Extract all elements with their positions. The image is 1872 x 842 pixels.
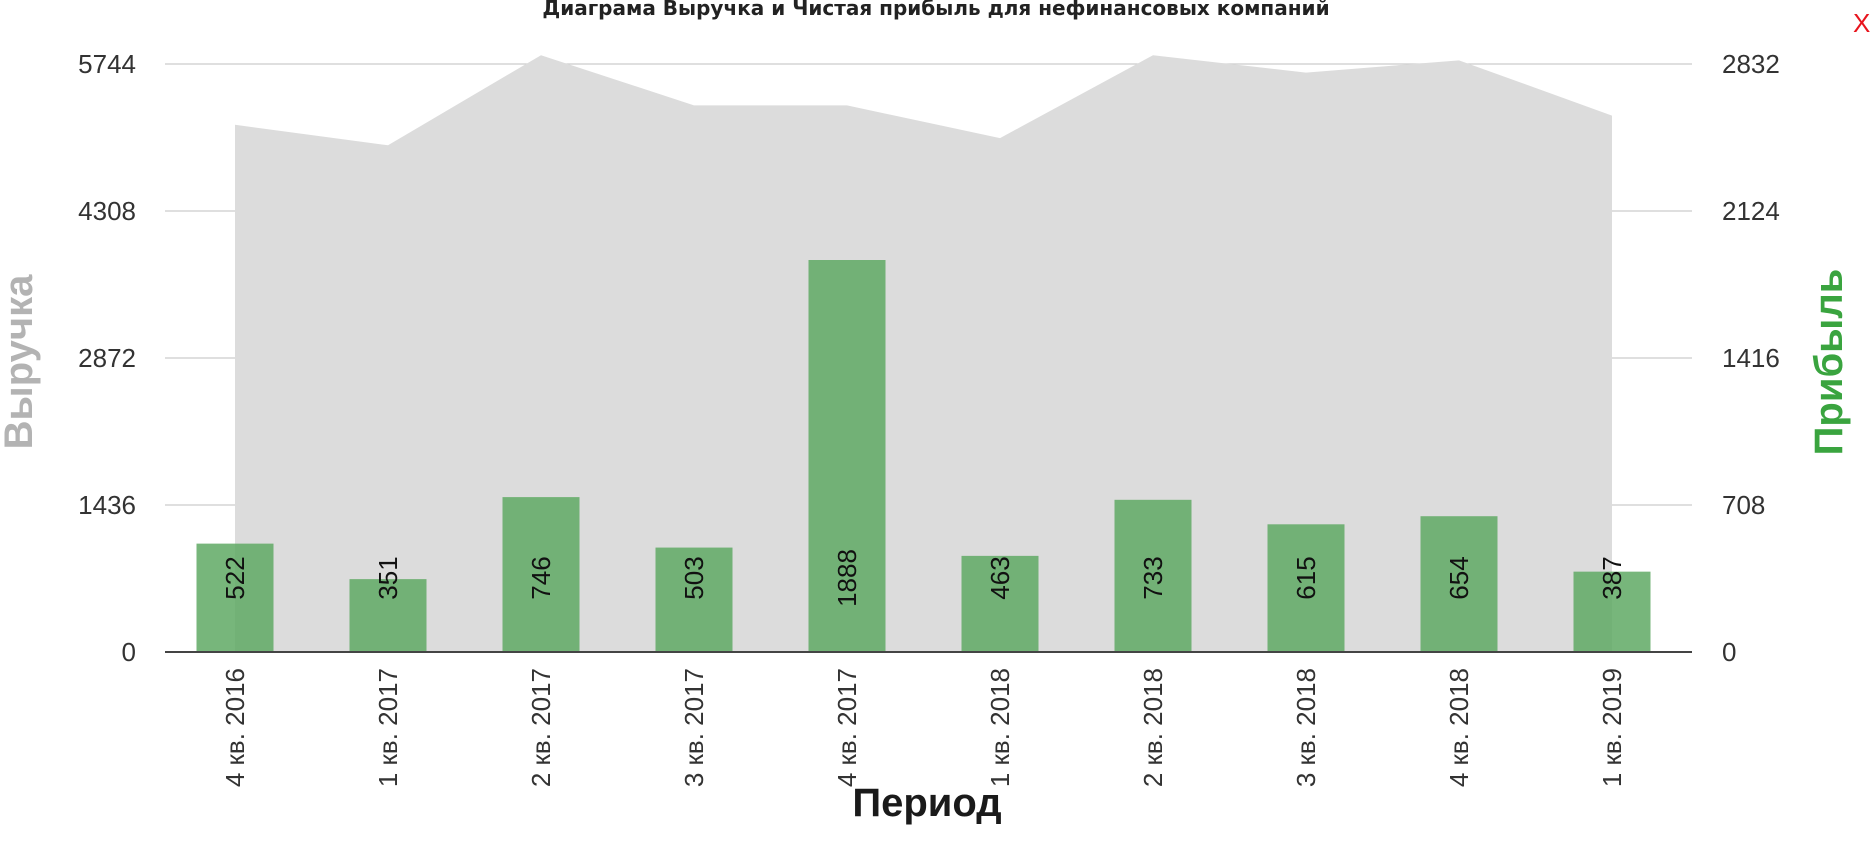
x-tick-label: 1 кв. 2018: [985, 668, 1015, 787]
x-tick-label: 4 кв. 2016: [220, 668, 250, 787]
bar-value-label: 733: [1138, 556, 1168, 599]
y-right-tick-label: 708: [1722, 490, 1765, 520]
profit-bar: [1267, 524, 1345, 652]
profit-bar: [1573, 571, 1651, 652]
x-tick-label: 4 кв. 2017: [832, 668, 862, 787]
close-button[interactable]: X: [1853, 8, 1871, 38]
profit-bar: [808, 260, 886, 652]
axes: 0 1436 2872 4308 5744 0 708 1416 2124 2832 4 кв. 2…: [78, 49, 1780, 787]
x-tick-label: 4 кв. 2018: [1444, 668, 1474, 787]
x-tick-label: 3 кв. 2018: [1291, 668, 1321, 787]
profit-bar: [349, 579, 427, 652]
y-left-tick-label: 5744: [78, 49, 136, 79]
y-left-tick-label: 0: [122, 637, 136, 667]
y-left-tick-label: 4308: [78, 196, 136, 226]
x-tick-label: 1 кв. 2017: [373, 668, 403, 787]
bar-value-label: 1888: [832, 549, 862, 607]
x-tick-label: 1 кв. 2019: [1597, 668, 1627, 787]
bar-value-label: 351: [373, 556, 403, 599]
y-right-tick-label: 2832: [1722, 49, 1780, 79]
y-left-tick-label: 2872: [78, 343, 136, 373]
x-tick-label: 3 кв. 2017: [679, 668, 709, 787]
x-tick-label: 2 кв. 2018: [1138, 668, 1168, 787]
bar-value-label: 654: [1444, 556, 1474, 599]
revenue-area-series: [235, 55, 1612, 652]
profit-bar: [961, 555, 1039, 652]
bar-value-label: 387: [1597, 556, 1627, 599]
chart-title: Диаграма Выручка и Чистая прибыль для не…: [542, 0, 1330, 20]
profit-bar: [196, 543, 274, 652]
bar-value-label: 463: [985, 556, 1015, 599]
revenue-area: [235, 55, 1612, 652]
y-right-tick-label: 1416: [1722, 343, 1780, 373]
y-axis-right-label: Прибыль: [1807, 269, 1851, 456]
y-axis-left-label: Выручка: [0, 274, 41, 449]
bar-value-label: 615: [1291, 556, 1321, 599]
y-left-tick-label: 1436: [78, 490, 136, 520]
bar-value-label: 746: [526, 556, 556, 599]
y-right-tick-label: 0: [1722, 637, 1736, 667]
profit-bar: [502, 497, 580, 652]
bar-value-label: 503: [679, 556, 709, 599]
profit-bar: [1420, 516, 1498, 652]
x-axis-label: Период: [852, 781, 1001, 825]
profit-bar-series: 522 351 746 503 1888 463 733 615 654 387: [196, 260, 1651, 652]
y-right-tick-label: 2124: [1722, 196, 1780, 226]
x-tick-label: 2 кв. 2017: [526, 668, 556, 787]
profit-bar: [1114, 499, 1192, 652]
profit-bar: [655, 547, 733, 652]
bar-value-label: 522: [220, 556, 250, 599]
